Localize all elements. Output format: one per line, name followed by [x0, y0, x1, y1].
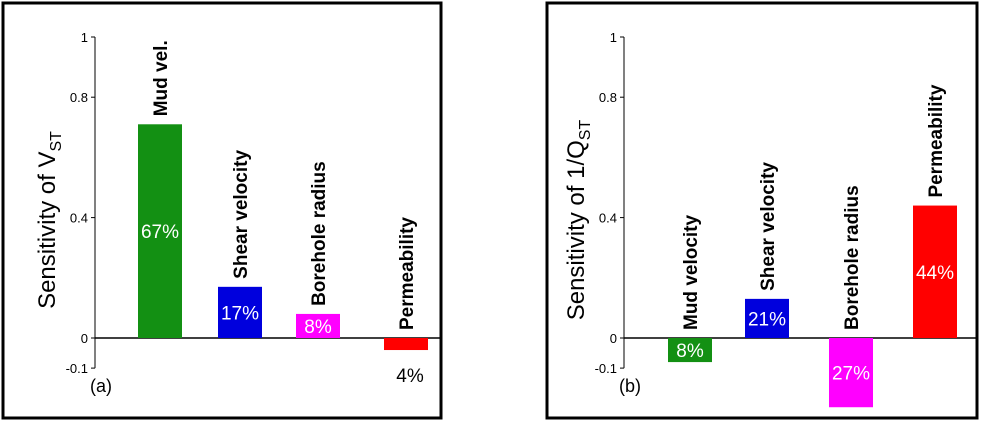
- category-label: Permeability: [397, 217, 418, 330]
- y-axis-label-main: Sensitivity of V: [34, 152, 61, 309]
- y-tick-label: 0.8: [70, 90, 88, 105]
- y-tick-label: -0.1: [66, 361, 88, 376]
- panel-label: (a): [90, 376, 112, 396]
- percent-label: 8%: [676, 341, 704, 362]
- bar: [913, 205, 957, 338]
- panel-frame: [1, 1, 443, 420]
- bar: [296, 313, 340, 338]
- y-tick-label: 0.4: [599, 211, 617, 226]
- y-axis-label-sub: ST: [577, 120, 594, 141]
- bar: [745, 298, 789, 338]
- category-label: Shear velocity: [758, 162, 779, 291]
- panel-frame: [545, 1, 979, 420]
- bar: [829, 338, 873, 408]
- y-tick-label: 1: [81, 30, 88, 45]
- category-label: Borehole radius: [309, 161, 330, 306]
- category-label: Borehole radius: [842, 185, 863, 330]
- bar: [668, 338, 712, 363]
- percent-label: 17%: [221, 303, 259, 324]
- percent-label: 44%: [916, 263, 954, 284]
- category-label: Mud velocity: [681, 214, 702, 330]
- percent-label: 4%: [396, 366, 424, 387]
- category-label: Mud vel.: [151, 40, 172, 116]
- y-axis-label-main: Sensitivity of 1/Q: [563, 140, 590, 320]
- percent-label: 27%: [832, 364, 870, 385]
- y-tick-label: 0.4: [70, 211, 88, 226]
- y-axis-label: Sensitivity of VST: [34, 131, 65, 309]
- category-label: Shear velocity: [231, 150, 252, 279]
- y-axis-label-sub: ST: [48, 131, 65, 152]
- panel-label: (b): [619, 376, 641, 396]
- bar: [218, 286, 262, 338]
- y-tick-label: 0: [81, 331, 88, 346]
- bar: [138, 124, 182, 338]
- y-axis-label: Sensitivity of 1/QST: [563, 120, 594, 321]
- y-tick-label: 1: [610, 30, 617, 45]
- y-tick-label: 0: [610, 331, 617, 346]
- percent-label: 8%: [304, 317, 332, 338]
- category-label: Permeability: [926, 84, 947, 197]
- bar: [384, 338, 428, 351]
- percent-label: 67%: [141, 222, 179, 243]
- y-tick-label: 0.8: [599, 90, 617, 105]
- percent-label: 21%: [748, 309, 786, 330]
- y-tick-label: -0.1: [595, 361, 617, 376]
